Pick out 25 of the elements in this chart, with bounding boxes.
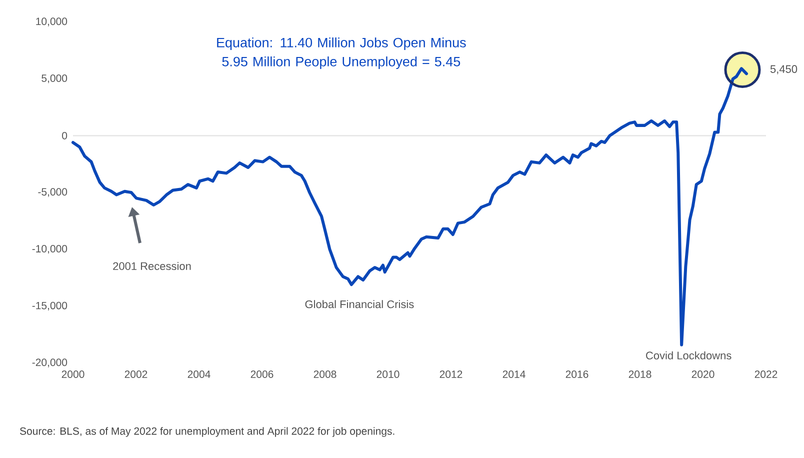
x-tick-label: 2020	[692, 370, 714, 378]
y-tick-label: -10,000	[32, 245, 68, 254]
y-tick-label: 10,000	[36, 18, 68, 26]
y-tick-label: -20,000	[32, 358, 68, 368]
x-tick-label: 2004	[188, 370, 210, 378]
y-tick-label: 0	[62, 132, 68, 140]
x-tick-label: 2022	[754, 370, 778, 378]
y-tick-label: 5,000	[42, 74, 68, 84]
x-tick-label: 2014	[502, 370, 526, 378]
y-tick-label: -5,000	[38, 188, 68, 197]
annotation: 5,450	[770, 65, 798, 74]
y-tick-label: -15,000	[32, 302, 68, 311]
x-tick-label: 2002	[124, 370, 148, 378]
x-tick-label: 2016	[566, 370, 588, 378]
x-tick-label: 2006	[250, 370, 274, 378]
x-tick-label: 2010	[376, 370, 400, 378]
x-tick-label: 2000	[62, 370, 84, 378]
x-tick-label: 2008	[314, 370, 336, 378]
annotation: Covid Lockdowns	[646, 351, 732, 360]
annotation: Global Financial Crisis	[305, 300, 414, 308]
x-tick-label: 2018	[628, 370, 652, 378]
text: Equation: 11.40 Million Jobs Open Minus 5.95 Million People Unemployed = 5.45	[217, 37, 466, 70]
annotation: 2001 Recession	[113, 262, 191, 270]
source-note: Source: BLS, as of May 2022 for unemployment and April 2022 for job openings.	[20, 427, 394, 437]
x-tick-label: 2012	[440, 370, 462, 378]
